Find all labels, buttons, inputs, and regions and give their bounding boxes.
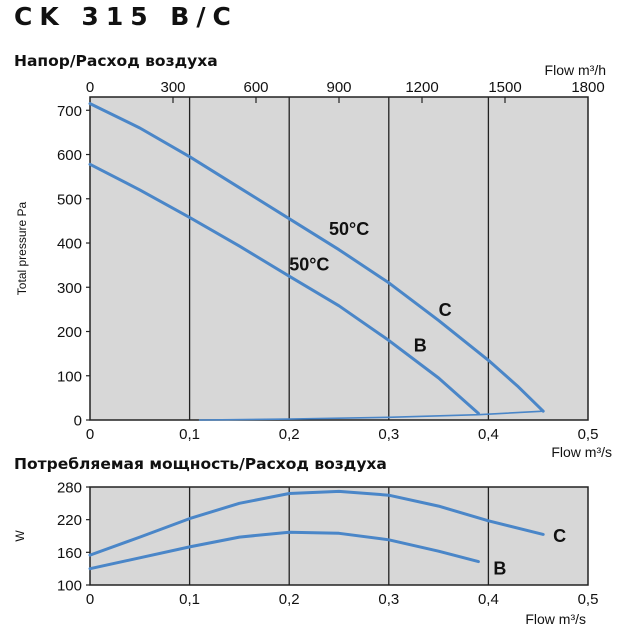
pressure-annotation: 50°C — [289, 254, 329, 274]
pressure-x2-axis-label: Flow m³/h — [545, 62, 606, 78]
power-x-tick-label: 0,3 — [378, 591, 399, 608]
pressure-y-tick-label: 500 — [57, 191, 82, 208]
power-x-tick-label: 0,5 — [578, 591, 599, 608]
power-x-tick-label: 0,1 — [179, 591, 200, 608]
pressure-y-tick-label: 400 — [57, 236, 82, 253]
pressure-x-tick-label: 0 — [86, 426, 94, 443]
power-annotation: B — [493, 559, 506, 579]
power-x-tick-label: 0 — [86, 591, 94, 608]
pressure-x2-tick-label: 1500 — [488, 79, 521, 96]
chart-title: CK 315 B/C — [14, 2, 238, 31]
power-y-tick-label: 220 — [57, 512, 82, 529]
pressure-x2-tick-label: 1200 — [405, 79, 438, 96]
pressure-annotation: C — [439, 300, 452, 320]
pressure-x2-tick-label: 300 — [160, 79, 185, 96]
pressure-x-tick-label: 0,2 — [279, 426, 300, 443]
pressure-y-axis-label: Total pressure Pa — [15, 201, 29, 295]
pressure-y-tick-label: 200 — [57, 324, 82, 341]
power-x-tick-label: 0,2 — [279, 591, 300, 608]
pressure-x-tick-label: 0,5 — [578, 426, 599, 443]
power-series-b-line — [88, 530, 480, 571]
power-y-tick-label: 100 — [57, 578, 82, 595]
power-plot-area — [90, 487, 588, 585]
power-series-c-line — [88, 489, 545, 557]
pressure-plot-frame — [89, 96, 589, 421]
pressure-x2-tick-label: 0 — [86, 79, 94, 96]
pressure-y-tick-label: 300 — [57, 280, 82, 297]
pressure-x-tick-label: 0,1 — [179, 426, 200, 443]
pressure-x2-tick-label: 1800 — [571, 79, 604, 96]
pressure-y-tick-label: 700 — [57, 103, 82, 120]
power-chart-subtitle: Потребляемая мощность/Расход воздуха — [14, 455, 387, 473]
pressure-x-tick-label: 0,3 — [378, 426, 399, 443]
power-y-axis-label: W — [13, 530, 27, 542]
pressure-series-c-line — [88, 102, 545, 413]
pressure-y-tick-label: 0 — [74, 413, 82, 430]
pressure-y-tick-label: 600 — [57, 147, 82, 164]
power-plot-frame — [89, 486, 589, 586]
power-annotation: C — [553, 526, 566, 546]
pressure-annotation: B — [414, 335, 427, 355]
pressure-x-tick-label: 0,4 — [478, 426, 499, 443]
pressure-x-axis-label: Flow m³/s — [551, 444, 612, 460]
pressure-x2-tick-label: 900 — [326, 79, 351, 96]
pressure-y-tick-label: 100 — [57, 368, 82, 385]
power-y-tick-label: 280 — [57, 480, 82, 497]
pressure-series-system-line — [198, 410, 545, 421]
pressure-series-b-line — [88, 162, 480, 415]
power-y-tick-label: 160 — [57, 545, 82, 562]
pressure-plot-area — [90, 97, 588, 420]
power-x-tick-label: 0,4 — [478, 591, 499, 608]
power-x-axis-label: Flow m³/s — [525, 611, 586, 627]
pressure-annotation: 50°C — [329, 219, 369, 239]
pressure-chart-subtitle: Напор/Расход воздуха — [14, 52, 218, 70]
pressure-x2-tick-label: 600 — [243, 79, 268, 96]
